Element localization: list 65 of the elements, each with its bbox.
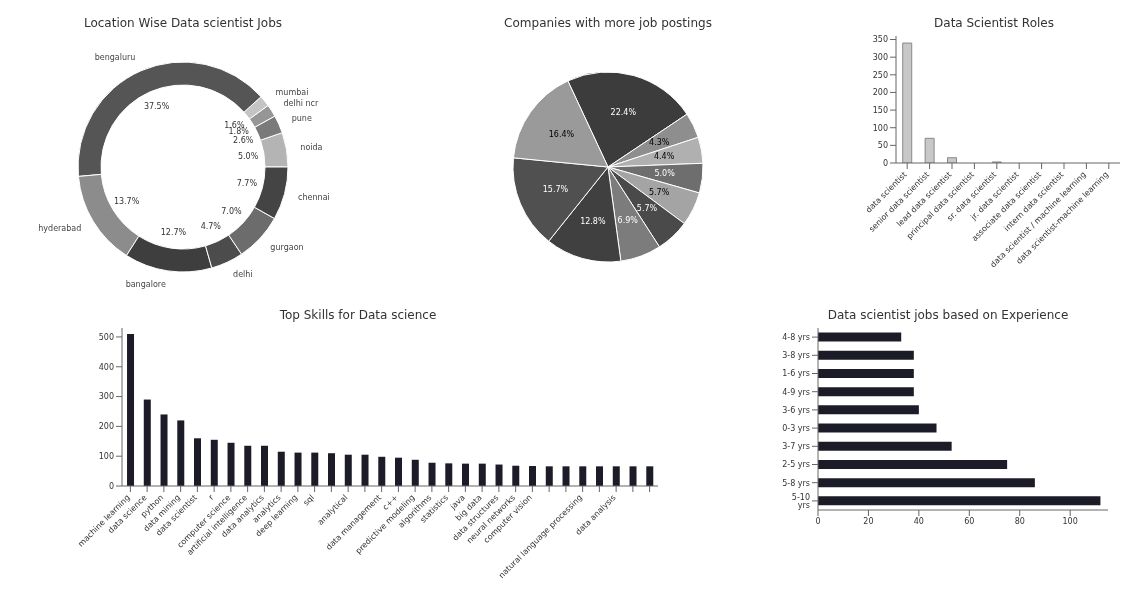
y-tick-label: 5-10 yrs: [791, 492, 810, 510]
y-tick-label: 100: [98, 452, 114, 462]
data-label: 15.7%: [542, 184, 569, 194]
y-tick-label: 250: [872, 70, 888, 80]
data-label: 6.9%: [617, 215, 639, 225]
data-label: 22.4%: [610, 107, 637, 117]
y-tick-label: 2-5 yrs: [782, 460, 810, 470]
y-tick-label: 500: [98, 332, 114, 342]
slice-label: chennai: [298, 192, 330, 202]
data-label: 13.7%: [113, 196, 140, 206]
slice-label: pune: [291, 114, 312, 123]
slice-label: delhi: [233, 270, 253, 280]
slice-label: delhi ncr: [283, 98, 319, 108]
chart-title: Top Skills for Data science: [278, 308, 438, 324]
x-tick-label: 60: [964, 516, 975, 526]
x-tick-label: 80: [1014, 516, 1025, 526]
data-label: 16.4%: [548, 129, 575, 139]
y-tick-label: 200: [98, 422, 114, 432]
slice-label: mumbai: [275, 87, 309, 97]
y-tick-label: 4-9 yrs: [782, 387, 810, 397]
data-label: 12.7%: [160, 227, 187, 237]
y-tick-label: 4-8 yrs: [782, 332, 810, 342]
y-tick-label: 0: [108, 481, 114, 491]
data-label: 7.7%: [236, 179, 258, 189]
data-label: 5.7%: [636, 204, 658, 214]
data-label: 4.4%: [653, 152, 675, 162]
slice-label: bengaluru: [94, 53, 136, 63]
data-label: 1.8%: [228, 127, 250, 137]
x-tick-label: 0: [815, 516, 821, 526]
data-label: 12.8%: [580, 217, 606, 227]
slice-label: gurgaon: [270, 243, 304, 253]
x-tick-label: 100: [1062, 516, 1078, 526]
x-tick-label: 40: [913, 516, 924, 526]
slice-label: hyderabad: [38, 224, 82, 234]
y-tick-label: 0-3 yrs: [782, 423, 810, 433]
data-label: 5.0%: [237, 151, 259, 161]
y-tick-label: 200: [872, 88, 888, 98]
data-label: 5.0%: [654, 169, 676, 179]
y-tick-label: 300: [872, 53, 888, 63]
y-tick-label: 1-6 yrs: [782, 369, 810, 379]
y-tick-label: 3-6 yrs: [782, 405, 810, 415]
y-tick-label: 300: [98, 392, 114, 402]
y-tick-label: 5-8 yrs: [782, 478, 810, 488]
y-tick-label: 350: [872, 35, 888, 45]
data-label: 5.7%: [648, 187, 670, 197]
data-label: 4.3%: [649, 137, 670, 147]
data-label: 4.7%: [200, 222, 222, 232]
y-tick-label: 50: [877, 141, 888, 151]
y-tick-label: 0: [882, 158, 888, 168]
y-tick-label: 400: [98, 362, 114, 372]
chart-title: Data scientist jobs based on Experience: [826, 308, 1070, 324]
y-tick-label: 3-7 yrs: [782, 442, 810, 452]
data-label: 2.6%: [233, 135, 254, 145]
x-tick-label: 20: [863, 516, 874, 526]
y-tick-label: 100: [872, 123, 888, 133]
y-tick-label: 3-8 yrs: [782, 351, 810, 361]
chart-title: Data Scientist Roles: [933, 16, 1055, 32]
chart-title: Companies with more job postings: [503, 16, 713, 32]
x-tick-label: sql: [301, 493, 317, 508]
y-tick-label: 150: [872, 105, 888, 115]
slice-label: bangalore: [125, 280, 166, 290]
data-label: 7.0%: [221, 207, 243, 217]
data-label: 37.5%: [143, 102, 170, 112]
slice-label: noida: [300, 142, 323, 152]
chart-title: Location Wise Data scientist Jobs: [82, 16, 284, 32]
